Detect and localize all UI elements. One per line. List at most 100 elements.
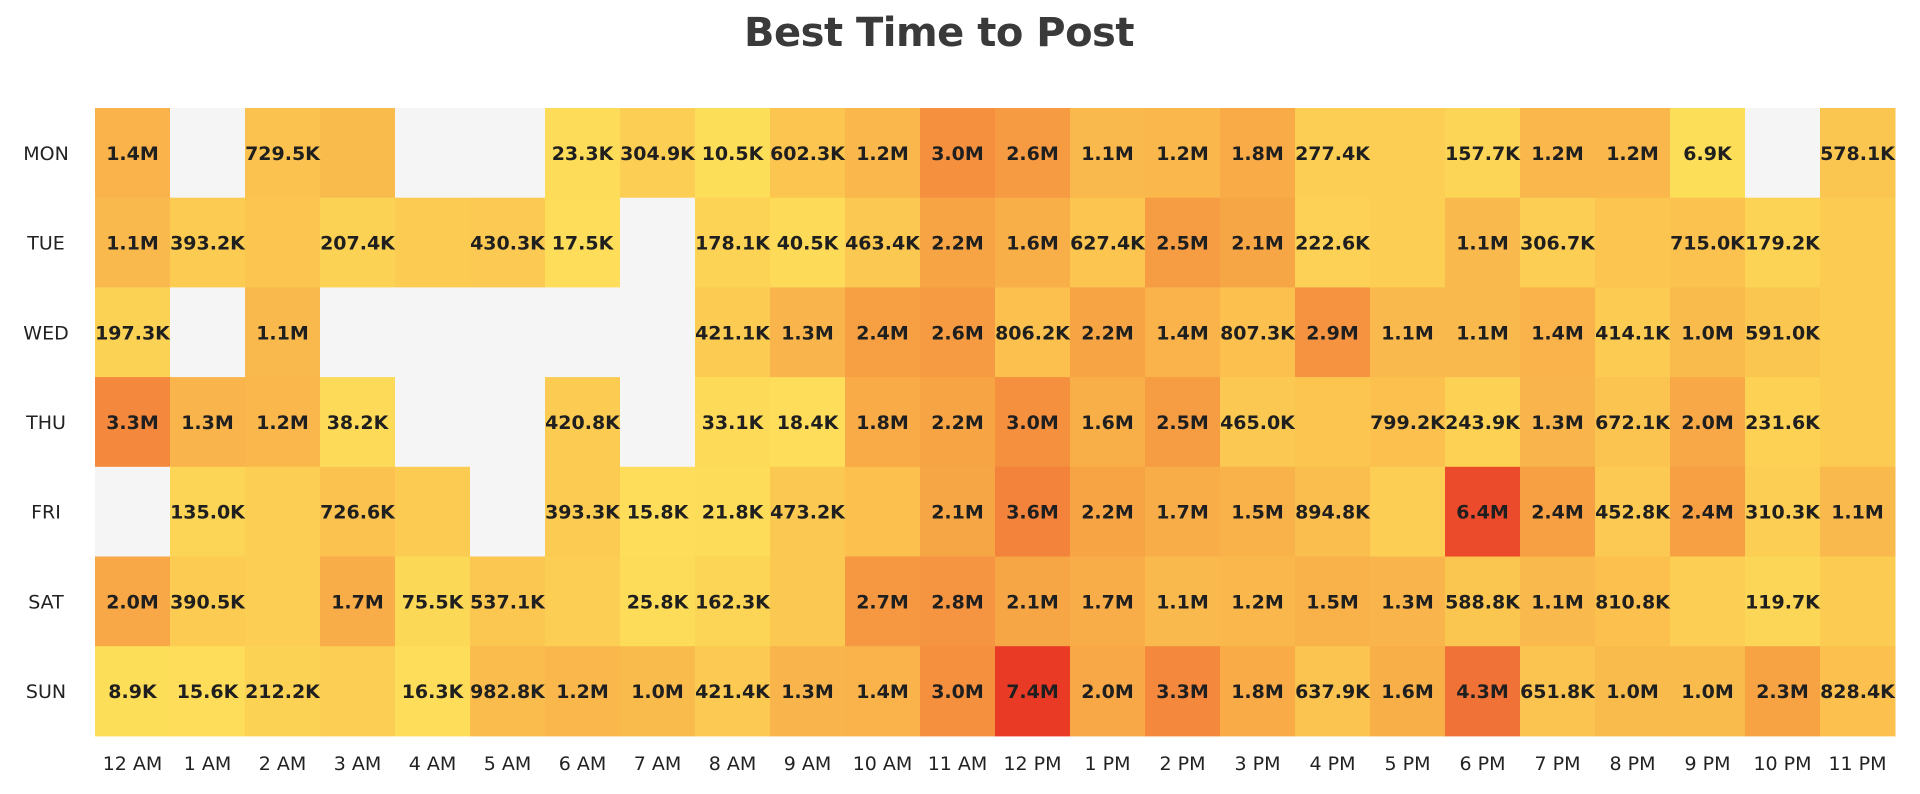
cell-value-label: 1.2M: [256, 412, 309, 434]
heatmap-cell-thu-13: [1070, 377, 1146, 468]
x-tick-label: 11 PM: [1828, 753, 1886, 775]
heatmap-cell-thu-16: [1295, 377, 1371, 468]
cell-value-label: 2.7M: [856, 591, 909, 613]
x-tick-label: 12 AM: [103, 753, 163, 775]
cell-value-label: 393.3K: [545, 502, 621, 524]
cell-value-label: 2.5M: [1156, 233, 1209, 255]
heatmap-cell-mon-5: [470, 108, 546, 199]
heatmap-cell-tue-14: [1145, 197, 1221, 288]
heatmap-cell-thu-14: [1145, 377, 1221, 468]
cell-value-label: 1.4M: [106, 143, 159, 165]
heatmap-cell-tue-13: [1070, 197, 1146, 288]
heatmap-cell-thu-6: [545, 377, 621, 468]
cell-value-label: 1.5M: [1231, 502, 1284, 524]
heatmap-cell-mon-20: [1595, 108, 1671, 199]
heatmap-cell-tue-20: [1595, 197, 1671, 288]
heatmap-cell-wed-22: [1745, 287, 1821, 378]
cell-value-label: 18.4K: [777, 412, 840, 434]
x-tick-label: 2 AM: [259, 753, 307, 775]
cell-value-label: 15.6K: [177, 681, 240, 703]
heatmap-cell-fri-8: [695, 466, 771, 557]
cell-value-label: 38.2K: [327, 412, 390, 434]
x-tick-label: 3 PM: [1235, 753, 1281, 775]
heatmap-cell-wed-6: [545, 287, 621, 378]
heatmap-cell-sun-8: [695, 646, 771, 737]
heatmap-cell-mon-1: [170, 108, 246, 199]
cell-value-label: 33.1K: [702, 412, 765, 434]
cell-value-label: 1.7M: [1156, 502, 1209, 524]
heatmap-cell-mon-2: [245, 108, 321, 199]
cell-value-label: 414.1K: [1595, 322, 1671, 344]
heatmap-cell-sat-16: [1295, 556, 1371, 647]
heatmap-cell-tue-23: [1820, 197, 1896, 288]
cell-value-label: 1.1M: [106, 233, 159, 255]
heatmap-cell-sat-9: [770, 556, 846, 647]
cell-value-label: 1.4M: [1531, 322, 1584, 344]
cell-value-label: 810.8K: [1595, 591, 1671, 613]
x-tick-label: 6 AM: [559, 753, 607, 775]
cell-value-label: 390.5K: [170, 591, 246, 613]
cell-value-label: 277.4K: [1295, 143, 1371, 165]
heatmap-cell-fri-12: [995, 466, 1071, 557]
cell-value-label: 2.8M: [931, 591, 984, 613]
cell-value-label: 1.6M: [1381, 681, 1434, 703]
cell-value-label: 2.1M: [1231, 233, 1284, 255]
cell-value-label: 1.8M: [856, 412, 909, 434]
heatmap-cell-wed-17: [1370, 287, 1446, 378]
heatmap-cell-fri-17: [1370, 466, 1446, 557]
cell-value-label: 1.1M: [1456, 233, 1509, 255]
cell-value-label: 1.2M: [1531, 143, 1584, 165]
cell-value-label: 7.4M: [1006, 681, 1059, 703]
heatmap-cell-wed-20: [1595, 287, 1671, 378]
heatmap-cell-sat-3: [320, 556, 396, 647]
cell-value-label: 1.1M: [1831, 502, 1884, 524]
cell-value-label: 627.4K: [1070, 233, 1146, 255]
cell-value-label: 4.3M: [1456, 681, 1509, 703]
heatmap-cell-sun-15: [1220, 646, 1296, 737]
heatmap-cell-fri-11: [920, 466, 996, 557]
heatmap-cell-sun-14: [1145, 646, 1221, 737]
x-tick-label: 4 PM: [1310, 753, 1356, 775]
heatmap-cell-wed-3: [320, 287, 396, 378]
heatmap-cell-tue-22: [1745, 197, 1821, 288]
cell-value-label: 2.0M: [1081, 681, 1134, 703]
heatmap-cell-sun-16: [1295, 646, 1371, 737]
heatmap-cell-tue-15: [1220, 197, 1296, 288]
heatmap-cell-thu-4: [395, 377, 471, 468]
heatmap-cell-thu-19: [1520, 377, 1596, 468]
cell-value-label: 2.2M: [931, 233, 984, 255]
cell-value-label: 463.4K: [845, 233, 921, 255]
cell-value-label: 1.3M: [781, 322, 834, 344]
heatmap-cell-tue-3: [320, 197, 396, 288]
chart-title: Best Time to Post: [744, 10, 1134, 56]
heatmap-cell-thu-9: [770, 377, 846, 468]
heatmap-cell-wed-18: [1445, 287, 1521, 378]
heatmap-cell-sun-18: [1445, 646, 1521, 737]
y-tick-label: TUE: [26, 233, 65, 255]
heatmap-cell-thu-0: [95, 377, 171, 468]
cell-value-label: 1.2M: [1231, 591, 1284, 613]
cell-value-label: 3.0M: [931, 681, 984, 703]
heatmap-cell-wed-11: [920, 287, 996, 378]
heatmap-cell-sat-18: [1445, 556, 1521, 647]
cell-value-label: 2.6M: [1006, 143, 1059, 165]
heatmap-cell-sat-6: [545, 556, 621, 647]
heatmap-cell-sat-17: [1370, 556, 1446, 647]
cell-value-label: 1.1M: [1081, 143, 1134, 165]
heatmap-cell-sat-2: [245, 556, 321, 647]
cell-value-label: 231.6K: [1745, 412, 1821, 434]
heatmap-cell-tue-16: [1295, 197, 1371, 288]
heatmap-cell-sun-11: [920, 646, 996, 737]
heatmap-cell-thu-18: [1445, 377, 1521, 468]
heatmap-cell-fri-18: [1445, 466, 1521, 557]
cell-value-label: 1.0M: [631, 681, 684, 703]
heatmap-cell-tue-7: [620, 197, 696, 288]
heatmap-cell-tue-21: [1670, 197, 1746, 288]
heatmap-cell-sun-21: [1670, 646, 1746, 737]
cell-value-label: 2.5M: [1156, 412, 1209, 434]
x-tick-label: 1 PM: [1085, 753, 1131, 775]
cell-value-label: 1.2M: [556, 681, 609, 703]
heatmap-cell-sun-5: [470, 646, 546, 737]
cell-value-label: 1.1M: [256, 322, 309, 344]
heatmap-cell-fri-16: [1295, 466, 1371, 557]
